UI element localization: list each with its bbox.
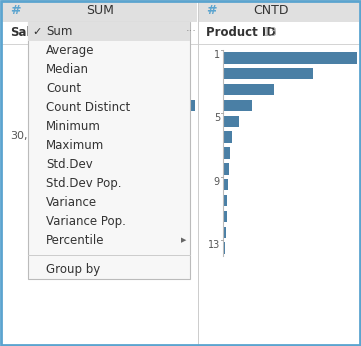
Bar [223, 147, 230, 159]
Text: 30,0: 30,0 [10, 131, 35, 141]
Text: Percentile: Percentile [46, 234, 104, 247]
Bar [223, 179, 228, 190]
Bar [223, 68, 313, 80]
Text: 13: 13 [263, 26, 278, 38]
Text: #: # [206, 4, 217, 18]
Text: ▶: ▶ [180, 237, 186, 244]
Text: Sum: Sum [46, 25, 72, 38]
Text: Std.Dev Pop.: Std.Dev Pop. [46, 177, 122, 190]
Bar [173, 100, 195, 111]
Text: Minimum: Minimum [46, 120, 101, 133]
Text: Sale: Sale [10, 26, 39, 38]
Bar [28, 22, 190, 41]
Text: #: # [10, 4, 21, 18]
Bar [223, 52, 357, 64]
Text: Group by: Group by [46, 263, 100, 276]
Text: Median: Median [46, 63, 89, 76]
Text: Variance Pop.: Variance Pop. [46, 215, 126, 228]
Bar [223, 100, 252, 111]
Text: Variance: Variance [46, 196, 97, 209]
Bar [223, 227, 226, 238]
Text: Count Distinct: Count Distinct [46, 101, 130, 114]
Text: Std.Dev: Std.Dev [46, 158, 93, 171]
Bar [223, 163, 229, 174]
Text: 5: 5 [214, 113, 220, 124]
Text: Maximum: Maximum [46, 139, 104, 152]
Text: SUM: SUM [86, 4, 114, 18]
Bar [198, 0, 359, 22]
Text: 13: 13 [208, 240, 220, 250]
Bar [223, 211, 227, 222]
Bar [2, 0, 197, 22]
Bar [223, 131, 232, 143]
Text: 1: 1 [214, 50, 220, 60]
Bar [223, 116, 239, 127]
Bar [223, 242, 225, 254]
Text: 9: 9 [214, 177, 220, 187]
Text: Average: Average [46, 44, 95, 57]
Bar [28, 22, 190, 279]
Bar [223, 195, 227, 206]
Text: Count: Count [46, 82, 81, 95]
Text: Product ID: Product ID [206, 26, 276, 38]
Bar [223, 84, 274, 95]
Text: ···: ··· [186, 27, 197, 36]
Text: CNTD: CNTD [253, 4, 289, 18]
Text: ✓: ✓ [32, 27, 42, 36]
